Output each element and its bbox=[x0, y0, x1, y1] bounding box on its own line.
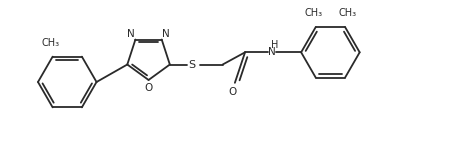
Text: CH₃: CH₃ bbox=[305, 8, 323, 18]
Text: O: O bbox=[144, 83, 153, 93]
Text: N: N bbox=[128, 29, 135, 39]
Text: H: H bbox=[271, 40, 278, 50]
Text: N: N bbox=[162, 29, 169, 39]
Text: CH₃: CH₃ bbox=[338, 8, 356, 18]
Text: N: N bbox=[268, 47, 275, 57]
Text: CH₃: CH₃ bbox=[41, 38, 60, 48]
Text: O: O bbox=[228, 87, 237, 97]
Text: S: S bbox=[188, 60, 196, 70]
